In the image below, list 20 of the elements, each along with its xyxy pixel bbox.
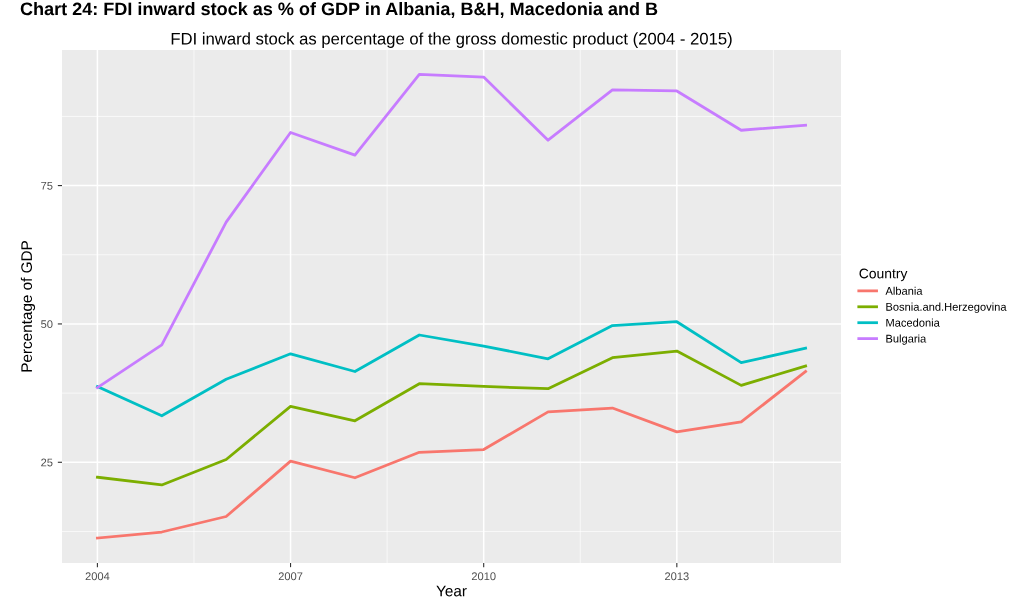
chart-title: FDI inward stock as percentage of the gross domestic product (2004 - 2015) xyxy=(171,32,732,48)
x-tick-label: 2013 xyxy=(665,572,689,581)
legend-label: Bosnia.and.Herzegovina xyxy=(886,302,1007,313)
legend-label: Albania xyxy=(885,286,923,295)
legend-label: Bulgaria xyxy=(886,334,927,345)
line-series xyxy=(96,72,807,389)
x-tick-label: 2007 xyxy=(278,572,303,581)
line-series xyxy=(96,320,807,418)
y-tick-label: 75 xyxy=(41,181,53,190)
y-tick-label: 50 xyxy=(41,320,53,329)
line-series xyxy=(96,349,807,487)
legend-title: Country xyxy=(859,268,908,282)
x-axis-title: Year xyxy=(436,585,467,597)
x-tick-label: 2004 xyxy=(85,572,110,581)
x-tick-label: 2010 xyxy=(471,572,496,581)
y-tick-label: 25 xyxy=(41,458,53,467)
legend-label: Macedonia xyxy=(886,318,940,327)
line-series xyxy=(96,370,807,540)
caption: Chart 24: FDI inward stock as % of GDP in Albania, B&H, Macedonia and B xyxy=(20,2,658,18)
y-axis-title: Percentage of GDP xyxy=(20,241,36,372)
